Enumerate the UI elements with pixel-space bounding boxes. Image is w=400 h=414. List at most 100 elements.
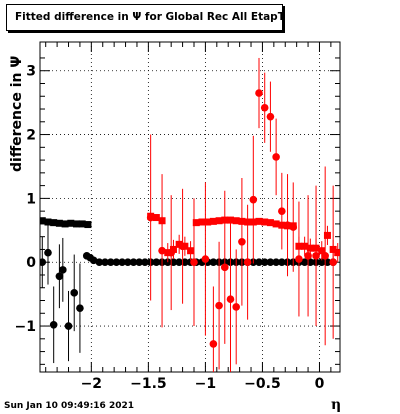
data-point-circle <box>70 289 79 297</box>
y-tick-label: 2 <box>26 128 36 144</box>
data-point-circle <box>321 252 329 260</box>
y-tick-label: 1 <box>26 191 36 207</box>
data-point-circle <box>146 213 155 222</box>
data-point-circle <box>304 252 312 260</box>
data-point-circle <box>312 252 320 260</box>
data-point-square <box>192 219 200 227</box>
data-point-square <box>323 231 331 239</box>
data-point-square <box>209 217 217 225</box>
data-point-circle <box>266 112 275 121</box>
data-point-circle <box>266 258 275 267</box>
data-point-circle <box>255 89 263 97</box>
data-point-circle <box>190 258 198 267</box>
data-point-square <box>73 220 81 228</box>
data-point-circle <box>278 207 286 215</box>
data-point-circle <box>249 195 258 204</box>
data-point-square <box>67 219 75 227</box>
data-point-circle <box>215 301 223 310</box>
data-point-circle <box>243 258 252 267</box>
data-point-circle <box>317 258 326 267</box>
data-point-circle <box>64 322 73 330</box>
data-point-circle <box>289 223 298 231</box>
data-point-circle <box>175 258 183 267</box>
data-point-circle <box>167 248 175 257</box>
x-tick-label: 0 <box>315 376 325 392</box>
data-point-circle <box>59 266 67 274</box>
x-axis-label: η <box>331 397 342 413</box>
plot-frame <box>39 41 341 373</box>
footer-timestamp: Sun Jan 10 09:49:16 2021 <box>4 401 135 411</box>
x-tick-label: −1 <box>195 376 216 392</box>
data-point-circle <box>201 255 210 263</box>
data-point-circle <box>272 258 280 267</box>
data-point-circle <box>135 258 144 267</box>
data-point-circle <box>158 246 166 255</box>
data-point-circle <box>278 258 286 267</box>
data-point-circle <box>226 295 235 304</box>
data-point-circle <box>232 303 240 311</box>
data-point-circle <box>106 258 115 267</box>
data-point-square <box>318 247 326 255</box>
data-point-circle <box>55 272 64 281</box>
data-point-square <box>187 247 195 255</box>
data-point-circle <box>44 248 52 257</box>
data-point-circle <box>76 304 84 312</box>
data-point-circle <box>95 258 104 267</box>
data-point-square <box>55 219 63 227</box>
data-point-circle <box>129 258 138 267</box>
title-box: Fitted difference in Ψ for Global Rec Al… <box>6 4 285 31</box>
data-point-square <box>261 218 269 226</box>
x-tick-label: −2 <box>81 376 102 392</box>
data-point-square <box>306 244 314 252</box>
y-axis-label: difference in Ψ <box>9 55 25 172</box>
data-point-circle <box>209 258 218 267</box>
data-point-circle <box>124 258 132 267</box>
data-point-circle <box>300 258 309 267</box>
data-point-square <box>84 221 92 229</box>
data-point-circle <box>209 340 218 348</box>
y-axis-label-box: difference in Ψ <box>6 56 26 180</box>
data-point-circle <box>238 237 246 246</box>
data-point-square <box>232 217 240 225</box>
data-point-circle <box>295 255 303 263</box>
data-point-circle <box>112 258 121 267</box>
data-point-circle <box>118 258 126 267</box>
data-point-square <box>50 219 58 227</box>
data-point-circle <box>49 320 58 329</box>
x-tick-label: −0.5 <box>244 376 281 392</box>
data-point-circle <box>101 258 109 267</box>
data-point-square <box>266 219 274 227</box>
data-point-square <box>215 217 223 225</box>
data-point-square <box>272 220 280 228</box>
x-tick-label: −1.5 <box>130 376 167 392</box>
data-point-circle <box>260 103 269 112</box>
data-point-square <box>40 217 46 225</box>
data-point-circle <box>260 258 269 267</box>
data-point-circle <box>89 256 98 265</box>
data-point-circle <box>141 258 149 267</box>
data-point-square <box>255 217 263 225</box>
data-point-square <box>152 214 160 222</box>
data-point-square <box>301 242 309 250</box>
data-point-circle <box>255 258 263 267</box>
data-point-square <box>175 240 183 248</box>
data-point-circle <box>178 242 187 251</box>
chart-title: Fitted difference in Ψ for Global Rec Al… <box>15 11 285 23</box>
data-point-square <box>169 245 177 253</box>
data-point-square <box>198 218 206 226</box>
data-point-square <box>61 220 69 228</box>
y-tick-label: −1 <box>15 319 36 335</box>
data-point-circle <box>283 221 292 229</box>
data-point-square <box>204 218 212 226</box>
data-point-circle <box>40 258 47 267</box>
data-point-circle <box>272 153 280 161</box>
data-point-square <box>334 249 340 257</box>
data-point-circle <box>220 263 229 272</box>
data-point-square <box>78 220 86 228</box>
y-tick-label: 3 <box>26 64 36 80</box>
data-point-circle <box>152 258 161 267</box>
y-tick-label: 0 <box>26 255 36 271</box>
data-point-circle <box>329 258 337 267</box>
data-layer <box>40 57 340 372</box>
